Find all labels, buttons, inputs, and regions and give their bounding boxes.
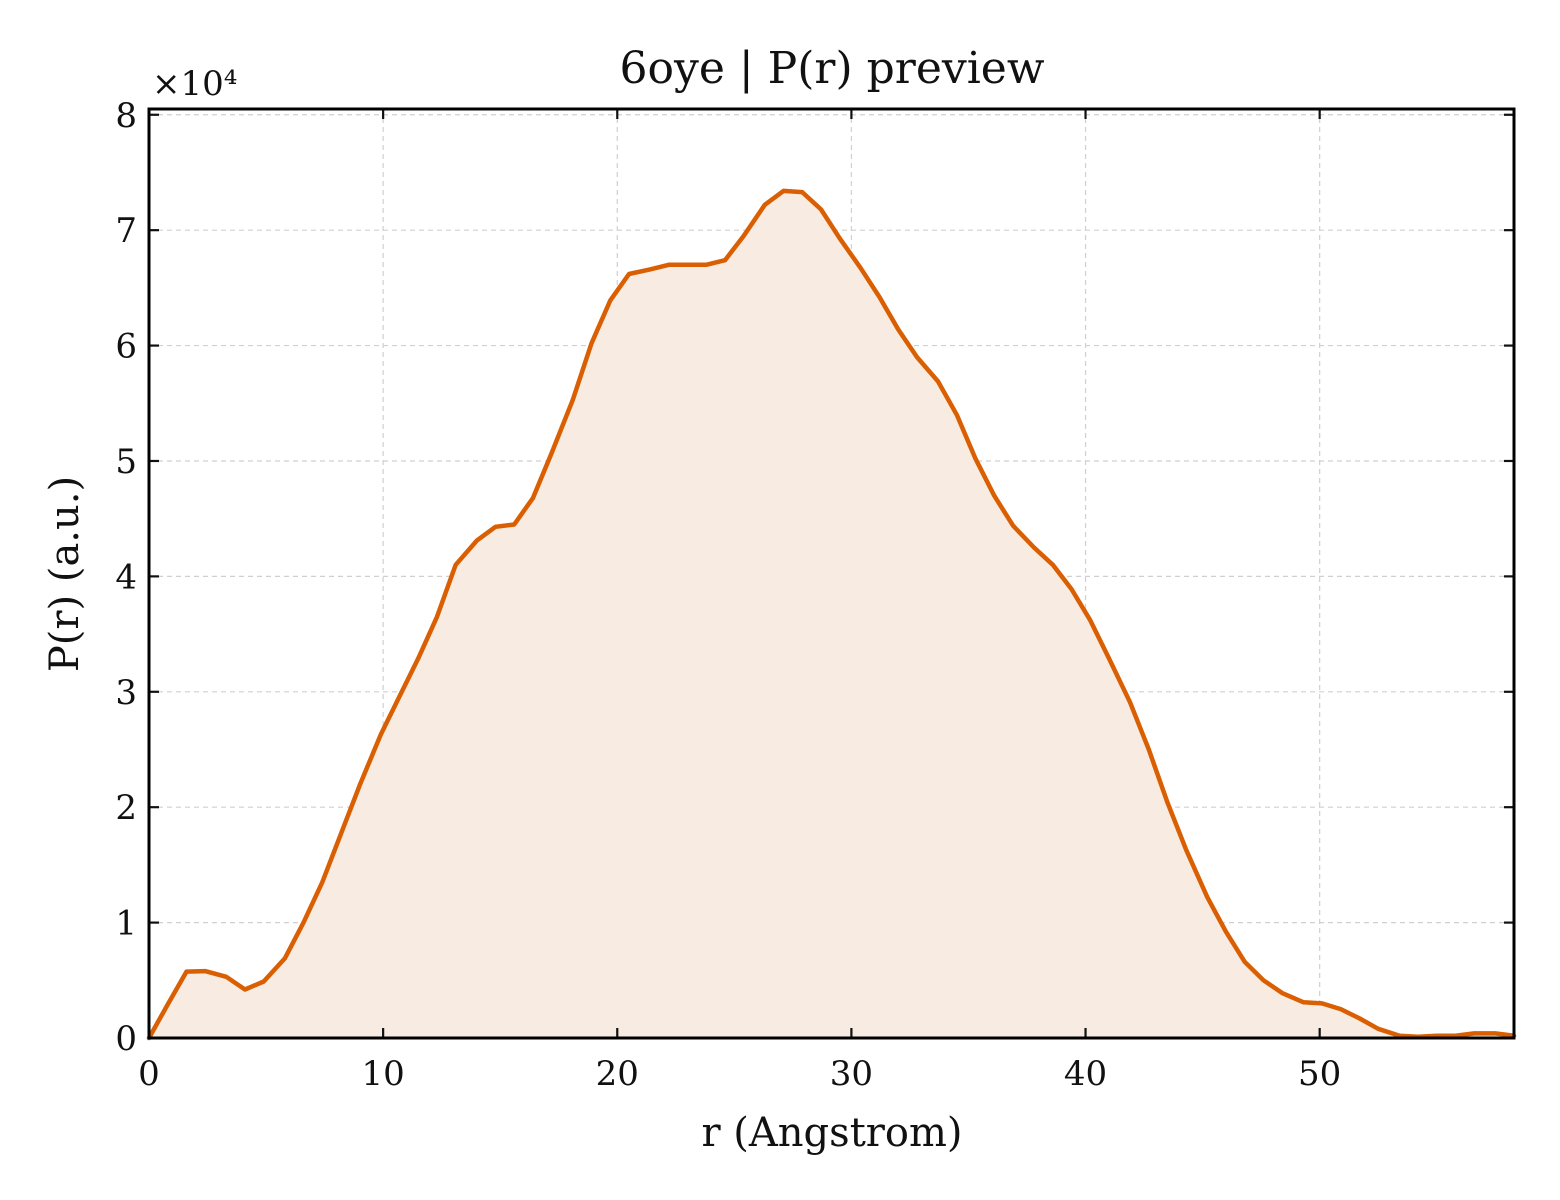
y-tick-label: 1 bbox=[115, 904, 137, 944]
x-axis-label: r (Angstrom) bbox=[701, 1110, 962, 1156]
x-tick-label: 20 bbox=[596, 1054, 639, 1094]
x-tick-label: 30 bbox=[830, 1054, 873, 1094]
x-tick-label: 50 bbox=[1298, 1054, 1341, 1094]
y-tick-label: 5 bbox=[115, 442, 137, 482]
x-tick-label: 10 bbox=[362, 1054, 405, 1094]
plot-frame bbox=[147, 107, 1516, 1040]
y-tick-label: 0 bbox=[115, 1019, 137, 1059]
tick-labels: 0 10 20 30 40 50 0 1 2 3 4 5 6 7 8 bbox=[115, 96, 1341, 1094]
y-tick-label: 4 bbox=[115, 557, 137, 597]
x-tick-label: 40 bbox=[1064, 1054, 1107, 1094]
y-tick-label: 2 bbox=[115, 788, 137, 828]
x-tick-label: 0 bbox=[138, 1054, 160, 1094]
pr-area-fill bbox=[149, 190, 1514, 1038]
y-tick-label: 3 bbox=[115, 673, 137, 713]
y-tick-label: 6 bbox=[115, 327, 137, 367]
chart-title: 6oye | P(r) preview bbox=[619, 43, 1044, 94]
y-tick-label: 7 bbox=[115, 211, 137, 251]
pr-series-line bbox=[146, 188, 1517, 1041]
y-multiplier-label: ×10⁴ bbox=[152, 64, 237, 104]
y-tick-label: 8 bbox=[115, 96, 137, 136]
y-axis-label: P(r) (a.u.) bbox=[42, 476, 88, 672]
